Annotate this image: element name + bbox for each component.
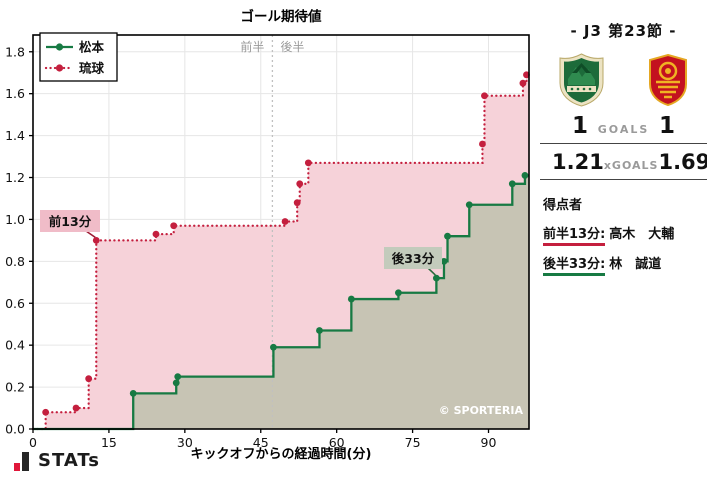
- shot-marker-琉球: [281, 218, 289, 225]
- shot-marker-琉球: [170, 222, 178, 230]
- match-summary-panel: - J3 第23節 -: [540, 0, 707, 300]
- y-tick-label: 0.2: [5, 380, 25, 395]
- shot-marker-琉球: [42, 408, 50, 416]
- xg-chart: 前半 後半前13分後33分 © SPORTERIA 0 15 30 45 60 75 90 0.0 0…: [5, 8, 531, 462]
- goals-row: 1 GOALS 1: [540, 113, 707, 144]
- y-tick-label: 1.8: [5, 44, 25, 59]
- home-team-logo: [559, 53, 604, 107]
- shot-marker-松本: [521, 172, 529, 179]
- second-half-label: 後半: [280, 40, 304, 54]
- shot-marker-琉球: [152, 230, 160, 238]
- x-tick-label: 45: [253, 435, 269, 450]
- shot-marker-松本: [172, 379, 180, 387]
- legend-label-松本: 松本: [79, 40, 105, 55]
- home-xgoals: 1.21: [552, 150, 604, 174]
- y-tick-label: 1.4: [5, 128, 25, 143]
- legend-label-琉球: 琉球: [79, 61, 105, 76]
- shot-marker-松本: [316, 327, 323, 334]
- annotation-box: [384, 247, 442, 269]
- home-goals: 1: [572, 113, 589, 139]
- legend-marker-琉球: [55, 64, 64, 72]
- xg-line-琉球: [31, 73, 531, 431]
- stats-logo: STATs: [14, 447, 100, 471]
- y-tick-label: 1.0: [5, 212, 25, 227]
- y-tick-label: 0.0: [5, 422, 25, 437]
- shot-marker-琉球: [293, 199, 301, 207]
- annotation-arrow: [85, 230, 96, 239]
- first-half-label: 前半: [240, 39, 264, 54]
- shot-marker-松本: [395, 289, 402, 297]
- y-tick-label: 1.6: [5, 86, 25, 101]
- scorer-name: 高木 大輔: [609, 227, 675, 242]
- scorers-block: 得点者 前半13分: 高木 大輔 後半33分: 林 誠道: [540, 194, 707, 276]
- annotation-arrow: [427, 267, 436, 276]
- xgoals-row: 1.21 xGOALS 1.69: [540, 150, 707, 180]
- shot-marker-松本: [440, 257, 448, 265]
- scorer-time: 後半33分:: [543, 257, 606, 276]
- away-xgoals: 1.69: [658, 150, 707, 174]
- y-tick-label: 0.6: [5, 296, 25, 311]
- shot-marker-琉球: [481, 92, 488, 100]
- x-axis-label: キックオフからの経過時間(分): [191, 446, 372, 462]
- scorers-heading: 得点者: [543, 198, 583, 213]
- shot-marker-松本: [129, 389, 137, 397]
- y-tick-label: 1.2: [5, 170, 25, 185]
- shot-marker-琉球: [519, 79, 527, 87]
- sporteria-watermark: © SPORTERIA: [439, 404, 524, 417]
- xg-area-松本: [33, 175, 529, 429]
- stats-logo-text: STATs: [38, 450, 100, 471]
- shot-marker-松本: [508, 180, 516, 188]
- x-tick-label: 0: [29, 435, 37, 450]
- shot-marker-松本: [465, 201, 473, 209]
- y-tick-label: 0.8: [5, 254, 25, 269]
- shot-marker-琉球: [523, 71, 530, 79]
- shot-marker-琉球: [304, 159, 312, 167]
- shot-marker-琉球: [479, 140, 486, 148]
- plot-border: [32, 34, 530, 430]
- shot-marker-松本: [174, 373, 182, 381]
- shot-marker-琉球: [72, 404, 80, 412]
- annotation-label: 前13分: [49, 214, 92, 229]
- scorer-row-home: 前半13分: 高木 大輔: [543, 223, 707, 246]
- shot-marker-松本: [444, 232, 451, 240]
- x-tick-label: 60: [329, 435, 345, 450]
- x-tick-label: 75: [405, 435, 421, 450]
- scorer-time: 前半13分:: [543, 227, 606, 246]
- shot-marker-琉球: [92, 236, 100, 244]
- xgoals-label: xGOALS: [603, 159, 659, 172]
- legend-box: [39, 32, 118, 82]
- logo-bar-icon: [14, 463, 20, 471]
- away-team-logo: [649, 54, 687, 106]
- x-tick-label: 30: [177, 435, 193, 450]
- annotation-box: [40, 210, 100, 232]
- x-tick-label: 15: [101, 435, 117, 450]
- team-logos-row: [540, 53, 707, 107]
- legend-marker-松本: [55, 43, 64, 51]
- match-round-title: - J3 第23節 -: [570, 22, 677, 40]
- y-tick-label: 0.4: [5, 338, 25, 353]
- shot-marker-松本: [347, 295, 355, 303]
- shot-marker-松本: [270, 343, 277, 351]
- scorer-row-away: 後半33分: 林 誠道: [543, 253, 707, 276]
- annotation-label: 後33分: [392, 251, 435, 266]
- shot-marker-松本: [432, 274, 440, 282]
- chart-title: ゴール期待値: [241, 8, 322, 25]
- scorer-name: 林 誠道: [609, 257, 662, 272]
- away-goals: 1: [658, 113, 675, 139]
- x-tick-label: 90: [481, 435, 497, 450]
- shot-marker-琉球: [85, 375, 93, 383]
- shot-marker-琉球: [296, 180, 304, 188]
- logo-bar-icon: [22, 452, 29, 471]
- goals-label: GOALS: [597, 123, 650, 136]
